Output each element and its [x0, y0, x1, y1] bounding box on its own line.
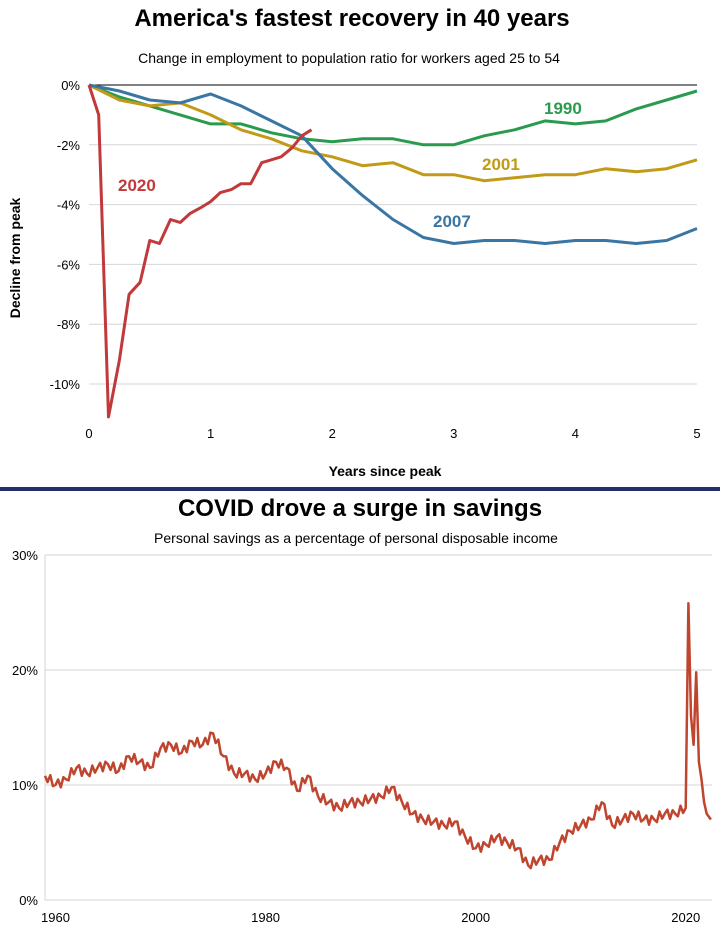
series-label-2001: 2001	[482, 155, 520, 174]
chart1-y-tick-label: -4%	[57, 198, 81, 213]
chart1-y-tick-label: -10%	[50, 377, 81, 392]
series-line-2007	[88, 83, 698, 245]
chart2-title: COVID drove a surge in savings	[178, 495, 542, 522]
section-divider	[0, 487, 720, 491]
chart1-xlabel: Years since peak	[329, 463, 442, 479]
series-line-2020	[87, 84, 313, 419]
chart1-x-tick-label: 3	[450, 426, 457, 441]
savings-chart: COVID drove a surge in savings Personal …	[12, 495, 712, 925]
chart2-y-tick-label: 30%	[12, 548, 38, 563]
chart2-y-ticks: 30% 20% 10% 0%	[12, 548, 38, 908]
chart2-x-tick-label: 1980	[251, 910, 280, 925]
chart1-y-tick-label: -2%	[57, 138, 81, 153]
chart2-y-tick-label: 0%	[19, 893, 38, 908]
savings-rate-line	[43, 602, 712, 870]
series-label-2007: 2007	[433, 212, 471, 231]
series-line-2001	[88, 83, 698, 183]
chart2-x-tick-label: 2020	[671, 910, 700, 925]
chart1-x-ticks: 0 1 2 3 4 5	[85, 426, 700, 441]
chart2-gridlines	[44, 554, 712, 901]
chart1-x-tick-label: 2	[329, 426, 336, 441]
chart2-series	[43, 602, 712, 870]
chart1-series	[87, 83, 698, 419]
chart1-x-tick-label: 4	[572, 426, 579, 441]
chart2-x-ticks: 1960 1980 2000 2020	[41, 910, 700, 925]
chart2-subtitle: Personal savings as a percentage of pers…	[154, 530, 558, 546]
chart1-y-tick-label: -8%	[57, 317, 81, 332]
chart1-title: America's fastest recovery in 40 years	[134, 5, 569, 32]
chart1-x-tick-label: 0	[85, 426, 92, 441]
employment-chart: America's fastest recovery in 40 years C…	[7, 5, 701, 479]
chart1-subtitle: Change in employment to population ratio…	[138, 50, 560, 66]
chart1-y-ticks: 0% -2% -4% -6% -8% -10%	[50, 78, 81, 392]
series-label-2020: 2020	[118, 176, 156, 195]
chart1-gridlines	[89, 84, 697, 385]
chart2-x-tick-label: 2000	[461, 910, 490, 925]
chart1-y-tick-label: 0%	[61, 78, 80, 93]
chart1-x-tick-label: 1	[207, 426, 214, 441]
series-label-1990: 1990	[544, 99, 582, 118]
chart2-x-tick-label: 1960	[41, 910, 70, 925]
chart1-y-tick-label: -6%	[57, 257, 81, 272]
series-line-1990	[88, 83, 698, 147]
chart1-x-tick-label: 5	[693, 426, 700, 441]
chart2-y-tick-label: 20%	[12, 663, 38, 678]
chart1-ylabel: Decline from peak	[7, 197, 23, 318]
chart2-y-tick-label: 10%	[12, 778, 38, 793]
